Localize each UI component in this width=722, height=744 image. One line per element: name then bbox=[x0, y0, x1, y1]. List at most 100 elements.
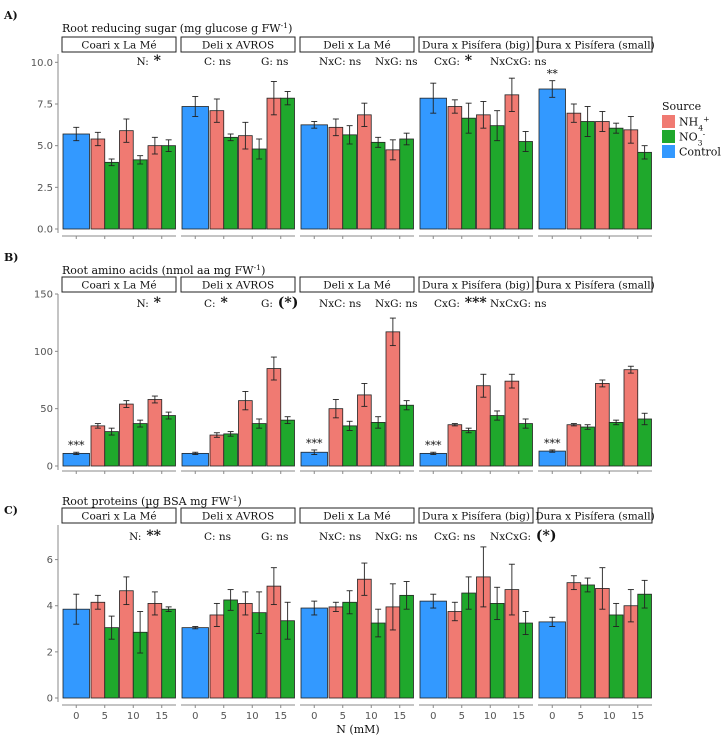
significance-label: *** bbox=[306, 437, 323, 450]
x-tick-label: 0 bbox=[73, 711, 79, 722]
bar-control bbox=[181, 452, 209, 467]
bar-nh4 bbox=[595, 383, 610, 467]
facet-strip bbox=[61, 276, 177, 293]
effect-annotation: NxC: ns bbox=[319, 531, 361, 543]
y-tick-label: 0.0 bbox=[37, 225, 53, 236]
bar-no3 bbox=[342, 134, 357, 230]
legend-label-no3: NO3- bbox=[679, 129, 706, 147]
effect-annotation: C: ns bbox=[204, 56, 231, 68]
y-tick-label: 10.0 bbox=[31, 58, 53, 69]
facet-label: Deli x La Mé bbox=[323, 511, 390, 523]
bar-no3 bbox=[251, 148, 267, 230]
bar-nh4 bbox=[147, 603, 163, 699]
effect-annotation: C: * bbox=[204, 295, 228, 311]
y-tick-label: 7.5 bbox=[37, 100, 53, 111]
bar-no3 bbox=[161, 608, 176, 699]
bar-control bbox=[419, 97, 447, 230]
facet-strip bbox=[299, 36, 415, 53]
bar-no3 bbox=[104, 431, 119, 467]
significance-label: *** bbox=[425, 439, 442, 452]
facet-3: Deli x La Mé 0 5 10 15 bbox=[299, 507, 415, 722]
bar-nh4 bbox=[447, 611, 463, 699]
bar-control bbox=[181, 106, 209, 230]
legend: Source NH4+NO3-Control bbox=[662, 100, 721, 159]
bar-nh4 bbox=[90, 138, 106, 230]
x-tick-label: 0 bbox=[311, 711, 317, 722]
bar-no3 bbox=[637, 418, 652, 467]
significance-label: *** bbox=[544, 437, 561, 450]
effect-annotation: NxG: ns bbox=[375, 531, 418, 543]
effect-annotation: NxCxG: ns bbox=[490, 298, 546, 310]
bar-nh4 bbox=[90, 601, 106, 699]
effect-annotation: N: * bbox=[136, 53, 161, 69]
y-tick-label: 0 bbox=[47, 694, 53, 705]
bar-no3 bbox=[370, 141, 386, 230]
bar-nh4 bbox=[119, 590, 134, 699]
bar-nh4 bbox=[147, 145, 163, 230]
facet-2: Deli x AVROS bbox=[180, 276, 296, 474]
bar-nh4 bbox=[328, 606, 344, 699]
facet-strip bbox=[180, 276, 296, 293]
effect-annotation: CxG: *** bbox=[434, 295, 487, 311]
x-tick-label: 10 bbox=[484, 711, 497, 722]
facet-strip bbox=[537, 276, 653, 293]
facet-4: Dura x Pisífera (big) 0 5 10 15 bbox=[418, 507, 534, 722]
bar-no3 bbox=[104, 161, 119, 230]
panel-title: Root amino acids (nmol aa mg FW-1) bbox=[62, 263, 265, 278]
facet-strip bbox=[418, 507, 534, 524]
legend-title: Source bbox=[662, 100, 701, 113]
bar-no3 bbox=[280, 97, 295, 230]
bar-nh4 bbox=[209, 434, 225, 467]
effect-annotation: NxCxG: (*) bbox=[490, 528, 556, 544]
y-tick-label: 4 bbox=[47, 601, 53, 612]
panel-a: A) Root reducing sugar (mg glucose g FW-1… bbox=[3, 9, 655, 239]
bar-no3 bbox=[489, 415, 505, 467]
y-tick-label: 2.5 bbox=[37, 183, 53, 194]
y-tick-label: 6 bbox=[47, 555, 53, 566]
bar-nh4 bbox=[119, 403, 134, 467]
facet-strip bbox=[299, 507, 415, 524]
facet-strip bbox=[299, 276, 415, 293]
panel-c: C) Root proteins (µg BSA mg FW-1) 0 2 4 6 Coar… bbox=[4, 494, 655, 723]
bar-nh4 bbox=[119, 130, 134, 230]
bar-nh4 bbox=[623, 129, 639, 230]
bar-no3 bbox=[223, 599, 238, 699]
bar-control bbox=[62, 608, 90, 699]
facet-label: Dura x Pisífera (small) bbox=[535, 511, 654, 523]
x-tick-label: 5 bbox=[578, 711, 584, 722]
bar-no3 bbox=[580, 426, 595, 467]
bar-nh4 bbox=[504, 380, 520, 467]
facet-4: Dura x Pisífera (big) bbox=[418, 36, 534, 239]
facet-5: Dura x Pisífera (small) *** bbox=[535, 276, 655, 474]
bar-control bbox=[419, 452, 447, 467]
bar-nh4 bbox=[566, 424, 582, 467]
facet-4: Dura x Pisífera (big) *** bbox=[418, 276, 534, 474]
y-tick-label: 100 bbox=[34, 347, 53, 358]
facet-strip bbox=[61, 507, 177, 524]
panel-b: B) Root amino acids (nmol aa mg FW-1) 0 50 1… bbox=[4, 251, 655, 474]
x-tick-label: 5 bbox=[102, 711, 108, 722]
bar-nh4 bbox=[147, 399, 163, 467]
bar-nh4 bbox=[623, 369, 639, 467]
facet-strip bbox=[537, 507, 653, 524]
significance-label: ** bbox=[547, 68, 559, 81]
facet-strip bbox=[180, 507, 296, 524]
facet-5: Dura x Pisífera (small) ** bbox=[535, 36, 655, 239]
effect-annotation: NxC: ns bbox=[319, 56, 361, 68]
x-tick-label: 5 bbox=[459, 711, 465, 722]
bar-control bbox=[538, 450, 566, 467]
legend-swatch-no3 bbox=[662, 130, 675, 143]
bar-nh4 bbox=[209, 614, 225, 699]
bar-no3 bbox=[637, 151, 652, 230]
x-tick-label: 0 bbox=[192, 711, 198, 722]
effect-annotation: NxC: ns bbox=[319, 298, 361, 310]
significance-label: *** bbox=[68, 439, 85, 452]
x-tick-label: 10 bbox=[365, 711, 378, 722]
facet-label: Deli x AVROS bbox=[202, 40, 274, 52]
facet-1: Coari x La Mé 0 5 10 15 bbox=[61, 507, 177, 722]
bar-nh4 bbox=[266, 97, 282, 230]
panel-label: B) bbox=[4, 251, 19, 264]
bar-nh4 bbox=[90, 425, 106, 467]
bar-no3 bbox=[608, 422, 624, 467]
effect-annotation: NxCxG: ns bbox=[490, 56, 546, 68]
